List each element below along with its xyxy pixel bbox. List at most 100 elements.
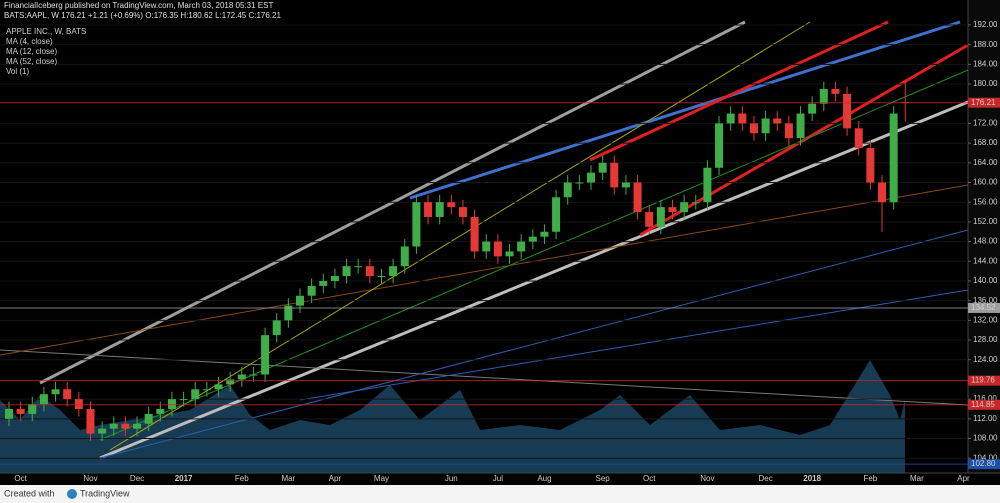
- candle-body: [540, 231, 549, 237]
- publish-info: FinancialIceberg published on TradingVie…: [4, 1, 273, 10]
- y-tick-label: 144.00: [973, 256, 998, 265]
- price-label: 114.85: [971, 400, 995, 409]
- candle-body: [319, 280, 328, 286]
- x-tick-label: 2017: [175, 474, 193, 483]
- candle-body: [458, 207, 467, 217]
- x-tick-label: Nov: [700, 474, 714, 483]
- y-tick-label: 140.00: [973, 276, 998, 285]
- legend-entry: Vol (1): [6, 67, 29, 76]
- y-tick-label: 104.00: [973, 453, 998, 462]
- x-tick-label: Mar: [281, 474, 295, 483]
- candle-body: [493, 241, 502, 257]
- y-tick-label: 132.00: [973, 315, 998, 324]
- x-tick-label: Oct: [643, 474, 656, 483]
- y-tick-label: 160.00: [973, 178, 998, 187]
- candle-body: [400, 246, 409, 267]
- candle-body: [598, 162, 607, 173]
- candle-body: [668, 207, 677, 213]
- volume-area: [0, 360, 905, 473]
- candle-body: [98, 428, 107, 434]
- candle-body: [528, 236, 537, 242]
- brand-icon: [67, 489, 77, 499]
- candle-body: [505, 251, 514, 257]
- footer-brand: TradingView: [80, 488, 130, 498]
- candle-body: [191, 389, 200, 400]
- candle-body: [866, 148, 875, 183]
- candle-body: [633, 182, 642, 213]
- candle-body: [645, 212, 654, 227]
- candle-body: [307, 285, 316, 296]
- candle-body: [703, 167, 712, 203]
- y-tick-label: 168.00: [973, 138, 998, 147]
- candle-body: [854, 128, 863, 149]
- price-label: 134.52: [971, 303, 996, 312]
- y-tick-label: 164.00: [973, 158, 998, 167]
- candle-body: [144, 413, 153, 424]
- plot-area: 104.00 108.00 112.00 116.00 124.00 128.00 132.…: [0, 20, 1000, 483]
- y-tick-label: 116.00: [973, 394, 997, 403]
- y-axis-panel: [968, 0, 1000, 473]
- y-tick-label: 156.00: [973, 197, 998, 206]
- candle-body: [5, 408, 13, 419]
- candle-body: [63, 389, 72, 400]
- x-tick-label: May: [374, 474, 389, 483]
- candle-body: [214, 384, 223, 390]
- candle-body: [202, 389, 211, 391]
- candle-body: [878, 182, 886, 203]
- trendline: [109, 21, 811, 451]
- x-tick-label: Jul: [493, 474, 503, 483]
- x-tick-label: Oct: [14, 474, 27, 483]
- candle-body: [109, 423, 118, 429]
- candle-body: [156, 408, 165, 414]
- price-label: 176.21: [971, 98, 996, 107]
- candle-body: [412, 202, 421, 247]
- x-tick-label: Dec: [758, 474, 772, 483]
- trendline: [0, 184, 969, 356]
- candle-body: [621, 182, 630, 188]
- footer-bar: [0, 485, 1000, 503]
- candle-body: [272, 320, 281, 336]
- candle-body: [796, 113, 805, 139]
- candle-body: [819, 88, 828, 104]
- candle-body: [342, 266, 351, 277]
- price-label-bg: [968, 375, 1000, 386]
- candle-body: [226, 379, 235, 385]
- price-label-bg: [968, 399, 1000, 410]
- y-tick-label: 112.00: [973, 414, 997, 423]
- trendline: [409, 20, 961, 200]
- y-tick-label: 124.00: [973, 355, 998, 364]
- candle-body: [587, 172, 595, 183]
- price-label-bg: [968, 97, 1000, 108]
- candle-body: [249, 374, 258, 376]
- y-tick-label: 108.00: [973, 434, 998, 443]
- y-tick-label: 136.00: [973, 296, 998, 305]
- candle-body: [680, 202, 689, 213]
- candle-body: [28, 404, 37, 414]
- legend-entry: MA (4, close): [6, 37, 53, 46]
- candle-body: [435, 202, 444, 217]
- candle-body: [831, 88, 840, 94]
- candle-body: [284, 305, 293, 321]
- candle-body: [575, 182, 584, 184]
- candle-body: [74, 399, 83, 409]
- candle-body: [365, 266, 374, 277]
- y-tick-label: 148.00: [973, 237, 998, 246]
- quote-line: BATS:AAPL, W 176.21 +1.21 (+0.69%) O:176…: [4, 11, 281, 20]
- candle-body: [261, 335, 270, 375]
- x-tick-label: Jun: [445, 474, 458, 483]
- candle-body: [237, 374, 246, 380]
- candle-body: [86, 408, 95, 434]
- candle-body: [121, 423, 130, 429]
- candle-body: [377, 276, 386, 278]
- x-tick-label: 2018: [803, 474, 821, 483]
- x-tick-label: Aug: [537, 474, 551, 483]
- x-tick-label: Apr: [329, 474, 342, 483]
- candle-body: [784, 123, 793, 139]
- candle-body: [843, 93, 852, 129]
- candle-body: [517, 241, 526, 252]
- legend-entry: APPLE INC., W, BATS: [6, 27, 86, 36]
- y-tick-label: 152.00: [973, 217, 998, 226]
- candle-body: [167, 399, 176, 409]
